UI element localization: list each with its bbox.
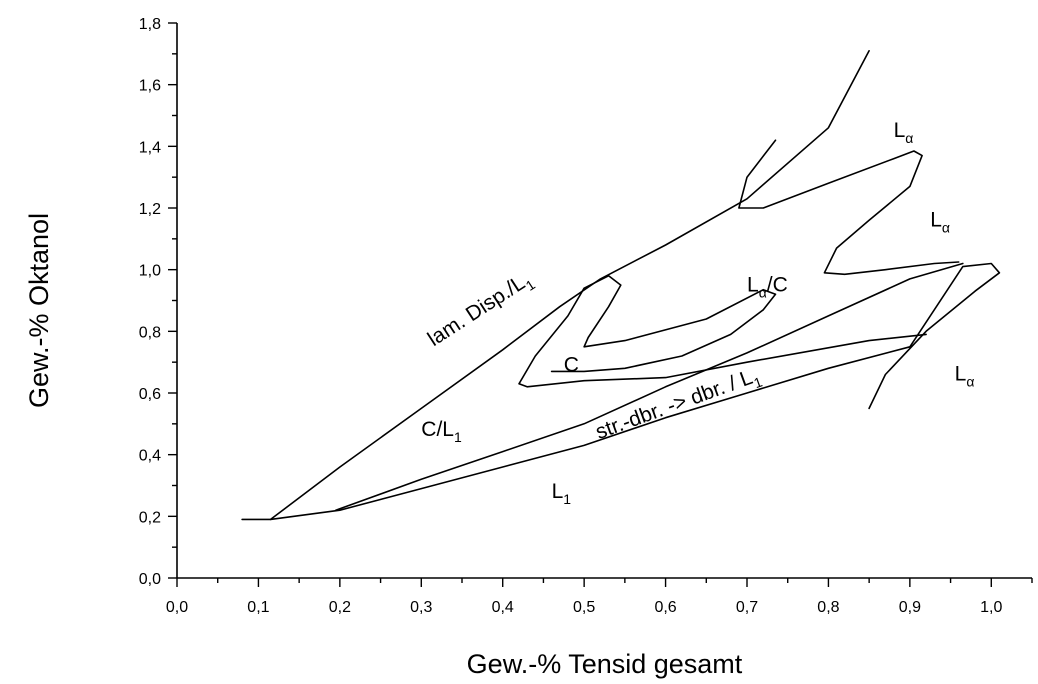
y-tick-label: 1,2: [139, 201, 161, 218]
x-tick-label: 0,5: [573, 599, 595, 616]
y-tick-label: 1,0: [139, 263, 161, 280]
region-label-7: L1: [552, 480, 572, 507]
x-tick-label: 0,3: [410, 599, 432, 616]
x-tick-label: 0,2: [329, 599, 351, 616]
region-label-6: C/L1: [421, 418, 462, 445]
y-axis-title: Gew.-% Oktanol: [24, 213, 54, 408]
boundary-curve-1: [241, 50, 870, 521]
y-tick-label: 1,6: [139, 78, 161, 95]
x-tick-label: 0,1: [247, 599, 269, 616]
region-label-4: Lα/C: [747, 273, 788, 300]
axes: [176, 23, 1032, 579]
y-tick-label: 0,0: [139, 571, 161, 588]
boundary-curve-5: [738, 139, 960, 276]
x-tick-label: 1,0: [980, 599, 1002, 616]
region-label-2: Lα: [930, 209, 950, 236]
phase-boundaries: [241, 50, 1001, 521]
x-tick-label: 0,6: [654, 599, 676, 616]
boundary-curve-3: [335, 262, 964, 511]
region-label-5: C: [564, 353, 579, 376]
x-axis-title: Gew.-% Tensid gesamt: [467, 649, 743, 679]
y-tick-label: 1,8: [139, 16, 161, 33]
boundary-curve-2: [269, 262, 1001, 521]
x-ticks: 0,0 0,1 0,2 0,3 0,4 0,5 0,6 0,7 0,8 0,9 1,0: [166, 578, 1033, 616]
x-tick-label: 0,8: [817, 599, 839, 616]
y-tick-label: 0,2: [139, 509, 161, 526]
region-label-1: Lα: [894, 119, 914, 146]
y-tick-label: 1,4: [139, 139, 161, 156]
y-tick-label: 0,6: [139, 386, 161, 403]
region-label-3: Lα: [955, 363, 975, 390]
x-tick-label: 0,4: [492, 599, 514, 616]
region-label-8: lam. Disp./L1: [424, 267, 538, 354]
y-tick-label: 0,8: [139, 324, 161, 341]
x-tick-label: 0,9: [899, 599, 921, 616]
y-tick-label: 0,4: [139, 448, 161, 465]
x-tick-label: 0,0: [166, 599, 188, 616]
boundary-curve-4: [518, 275, 927, 388]
x-tick-label: 0,7: [736, 599, 758, 616]
y-ticks: 0,0 0,2 0,4 0,6 0,8 1,0 1,2 1,4 1,6 1,8: [139, 16, 177, 588]
